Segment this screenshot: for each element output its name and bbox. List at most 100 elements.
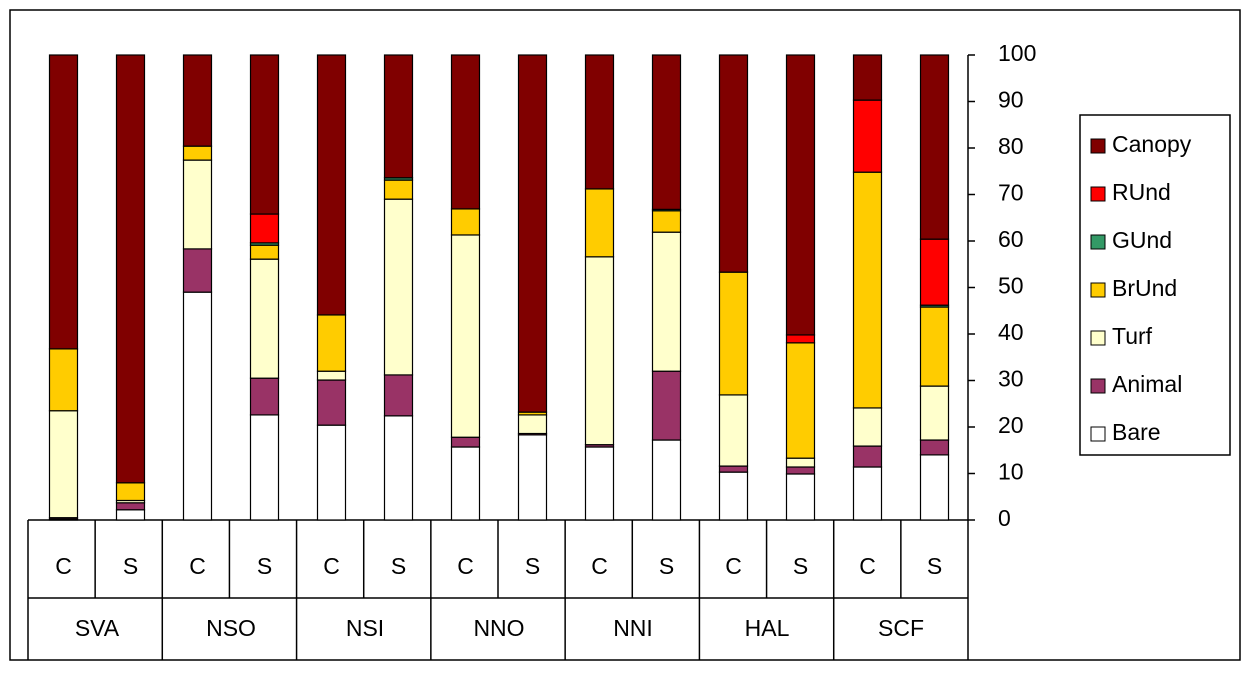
- bar-segment: [115, 509, 146, 521]
- x-tick-label: S: [927, 553, 942, 579]
- y-tick-label: 100: [998, 40, 1036, 66]
- bar-segment: [182, 248, 213, 293]
- bar-segment: [48, 410, 79, 519]
- bar-segment: [852, 445, 883, 468]
- y-tick-label: 60: [998, 226, 1024, 252]
- bar-segment: [919, 385, 950, 441]
- y-tick-label: 10: [998, 459, 1024, 485]
- bar-segment: [718, 471, 749, 521]
- bar-segment: [249, 54, 280, 215]
- x-tick-label: S: [659, 553, 674, 579]
- bar-segment: [48, 348, 79, 412]
- bar-segment: [651, 439, 682, 521]
- bar-segment: [852, 54, 883, 101]
- x-tick-label: C: [457, 553, 474, 579]
- legend-swatch: [1090, 378, 1106, 394]
- bar-segment: [182, 54, 213, 147]
- bar-segment: [450, 208, 481, 236]
- bar-segment: [383, 415, 414, 521]
- bar-segment: [919, 306, 950, 387]
- bar-segment: [383, 54, 414, 179]
- legend-label: Bare: [1112, 419, 1161, 445]
- bar-segment: [316, 314, 347, 372]
- y-tick-label: 30: [998, 366, 1024, 392]
- bar-segment: [517, 434, 548, 521]
- bar-segment: [182, 159, 213, 250]
- bar-segment: [852, 407, 883, 447]
- bar-segment: [785, 334, 816, 344]
- bar-segment: [651, 231, 682, 372]
- legend-label: Animal: [1112, 371, 1182, 397]
- group-label: NNI: [613, 615, 653, 641]
- legend-swatch: [1090, 282, 1106, 298]
- y-tick-label: 20: [998, 412, 1024, 438]
- legend-swatch: [1090, 186, 1106, 202]
- bar-segment: [450, 234, 481, 438]
- group-label: NSI: [346, 615, 384, 641]
- bar-segment: [316, 379, 347, 426]
- bar-segment: [115, 482, 146, 502]
- y-tick-label: 90: [998, 87, 1024, 113]
- x-tick-label: S: [793, 553, 808, 579]
- bar-segment: [718, 271, 749, 396]
- x-tick-label: S: [391, 553, 406, 579]
- y-tick-label: 80: [998, 133, 1024, 159]
- legend-swatch: [1090, 234, 1106, 250]
- legend-label: GUnd: [1112, 227, 1172, 253]
- bar-segment: [450, 446, 481, 521]
- bar-segment: [718, 54, 749, 273]
- x-tick-label: C: [725, 553, 742, 579]
- x-tick-label: C: [323, 553, 340, 579]
- bar-segment: [249, 377, 280, 416]
- x-tick-label: S: [257, 553, 272, 579]
- bar-segment: [651, 210, 682, 233]
- x-tick-label: S: [525, 553, 540, 579]
- y-tick-label: 50: [998, 273, 1024, 299]
- bar-segment: [852, 171, 883, 409]
- legend-swatch: [1090, 330, 1106, 346]
- group-label: SCF: [878, 615, 924, 641]
- bar-segment: [718, 394, 749, 467]
- bar-segment: [651, 370, 682, 441]
- bar-segment: [48, 54, 79, 350]
- bar-segment: [584, 256, 615, 446]
- bar-segment: [919, 454, 950, 521]
- bar-segment: [450, 436, 481, 448]
- y-tick-label: 70: [998, 180, 1024, 206]
- x-tick-label: S: [123, 553, 138, 579]
- bar-segment: [651, 54, 682, 210]
- bar-segment: [383, 198, 414, 376]
- bar-segment: [785, 457, 816, 468]
- bar-segment: [115, 502, 146, 511]
- chart-border: [9, 9, 1241, 661]
- bar-segment: [718, 465, 749, 473]
- y-tick-label: 40: [998, 319, 1024, 345]
- legend-swatch: [1090, 138, 1106, 154]
- legend-label: Canopy: [1112, 131, 1192, 157]
- bar-segment: [785, 466, 816, 475]
- bar-segment: [249, 258, 280, 379]
- bar-segment: [919, 439, 950, 456]
- x-tick-label: C: [591, 553, 608, 579]
- x-tick-label: C: [859, 553, 876, 579]
- bar-segment: [249, 244, 280, 260]
- bar-segment: [517, 414, 548, 435]
- bar-segment: [517, 54, 548, 413]
- bar-segment: [383, 374, 414, 417]
- bar-segment: [249, 414, 280, 521]
- bar-segment: [182, 291, 213, 521]
- bar-segment: [919, 54, 950, 240]
- bar-segment: [316, 54, 347, 316]
- legend-label: BrUnd: [1112, 275, 1177, 301]
- x-tick-label: C: [55, 553, 72, 579]
- bar-segment: [584, 54, 615, 190]
- y-tick-label: 0: [998, 505, 1011, 531]
- bar-segment: [919, 238, 950, 306]
- bar-segment: [785, 342, 816, 459]
- bar-segment: [852, 99, 883, 173]
- legend-swatch: [1090, 426, 1106, 442]
- bar-segment: [785, 473, 816, 521]
- bar-segment: [316, 424, 347, 521]
- legend-label: Turf: [1112, 323, 1153, 349]
